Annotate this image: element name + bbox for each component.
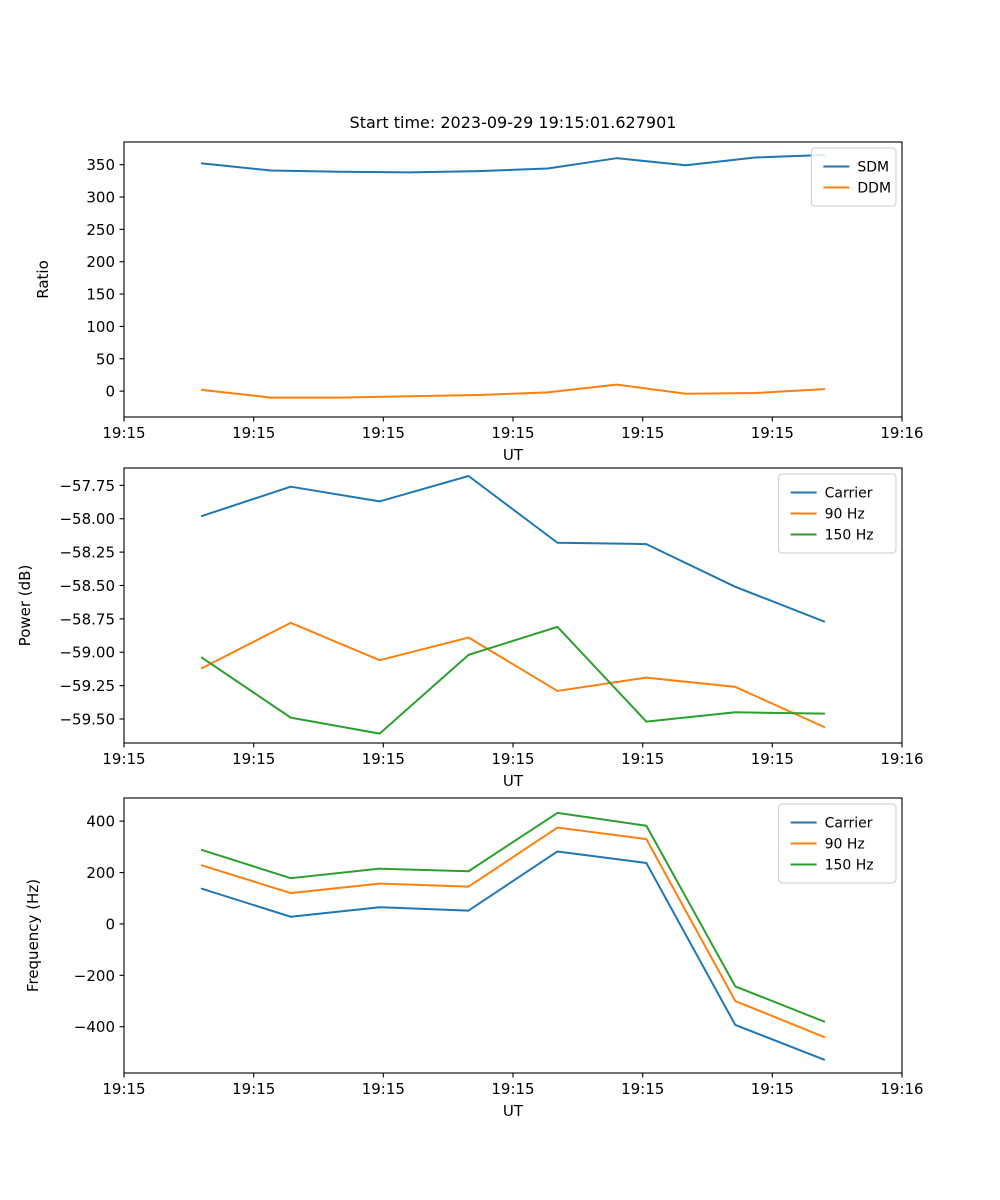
x-axis-label: UT (503, 446, 524, 460)
legend-box[interactable] (810, 147, 897, 207)
y-tick-label: 250 (86, 221, 115, 239)
y-axis-label: Power (dB) (16, 565, 34, 647)
y-tick-label: 400 (86, 813, 115, 831)
y-tick-label: −58.00 (59, 510, 115, 528)
plot-title: Start time: 2023-09-29 19:15:01.627901 (350, 113, 677, 132)
y-tick-label: −59.00 (59, 644, 115, 662)
x-tick-label: 19:15 (232, 424, 275, 442)
x-tick-label: 19:15 (102, 424, 145, 442)
y-tick-label: 200 (86, 864, 115, 882)
y-tick-label: −400 (74, 1018, 115, 1036)
series-line-150-hz (200, 625, 826, 735)
y-tick-label: 100 (86, 318, 115, 336)
y-tick-label: −59.50 (59, 710, 115, 728)
y-tick-label: −58.50 (59, 577, 115, 595)
frequency-plot-svg: 19:15 19:15 19:15 19:15 19:15 19:15 19:16 400 20… (24, 797, 924, 1120)
x-tick-label: 19:15 (491, 1080, 534, 1098)
legend-label-150-hz: 150 Hz (825, 858, 874, 874)
x-axis-label: UT (503, 1102, 524, 1120)
subplot-ratio: Start time: 2023-09-29 19:15:01.627901 19… (0, 110, 1000, 460)
x-tick-label: 19:15 (621, 750, 664, 768)
series-line-carrier (200, 475, 826, 623)
x-tick-label: 19:15 (491, 750, 534, 768)
y-tick-label: 0 (105, 915, 115, 933)
x-axis-label: UT (503, 772, 524, 790)
x-tick-label: 19:15 (621, 1080, 664, 1098)
legend-label-150-hz: 150 Hz (825, 528, 874, 544)
x-tick-label: 19:15 (751, 1080, 794, 1098)
y-tick-label: −58.25 (59, 544, 115, 562)
y-tick-label: 150 (86, 286, 115, 304)
x-tick-label: 19:15 (751, 750, 794, 768)
x-tick-label: 19:15 (102, 750, 145, 768)
x-tick-label: 19:15 (621, 424, 664, 442)
y-tick-label: −57.75 (59, 477, 115, 495)
x-tick-label: 19:16 (880, 750, 923, 768)
axes-frame (123, 141, 903, 418)
y-tick-label: 300 (86, 189, 115, 207)
series-line-carrier (200, 850, 826, 1061)
power-plot-svg: 19:15 19:15 19:15 19:15 19:15 19:15 19:16 −57.7… (16, 467, 924, 790)
y-tick-label: −58.75 (59, 610, 115, 628)
y-tick-label: 50 (96, 350, 115, 368)
x-tick-label: 19:16 (880, 424, 923, 442)
y-axis-label: Ratio (34, 260, 52, 299)
x-tick-label: 19:15 (751, 424, 794, 442)
y-tick-label: 0 (105, 383, 115, 401)
x-tick-label: 19:15 (362, 750, 405, 768)
x-tick-label: 19:16 (880, 1080, 923, 1098)
series-line-sdm (200, 153, 826, 174)
series-line-150-hz (200, 811, 826, 1023)
legend-label-carrier: Carrier (825, 816, 873, 832)
legend-box[interactable] (778, 473, 897, 554)
ratio-plot-svg: Start time: 2023-09-29 19:15:01.627901 19… (34, 113, 924, 460)
y-tick-label: −200 (74, 967, 115, 985)
x-tick-label: 19:15 (362, 1080, 405, 1098)
y-tick-label: 350 (86, 156, 115, 174)
legend-label-carrier: Carrier (825, 486, 873, 502)
series-line-90-hz (200, 826, 826, 1039)
legend-label-sdm: SDM (857, 160, 889, 176)
series-line-90-hz (200, 621, 826, 728)
y-tick-label: −59.25 (59, 677, 115, 695)
x-tick-label: 19:15 (232, 750, 275, 768)
y-axis-label: Frequency (Hz) (24, 879, 42, 992)
legend-label-90-hz: 90 Hz (825, 507, 865, 523)
series-line-ddm (200, 383, 826, 399)
legend-label-90-hz: 90 Hz (825, 837, 865, 853)
subplot-power: 19:15 19:15 19:15 19:15 19:15 19:15 19:16 −57.7… (0, 450, 1000, 790)
x-tick-label: 19:15 (491, 424, 534, 442)
x-tick-label: 19:15 (362, 424, 405, 442)
x-tick-label: 19:15 (102, 1080, 145, 1098)
x-tick-label: 19:15 (232, 1080, 275, 1098)
legend-label-ddm: DDM (857, 181, 891, 197)
y-tick-label: 200 (86, 253, 115, 271)
subplot-frequency: 19:15 19:15 19:15 19:15 19:15 19:15 19:16 400 20… (0, 780, 1000, 1120)
legend-box[interactable] (778, 803, 897, 884)
